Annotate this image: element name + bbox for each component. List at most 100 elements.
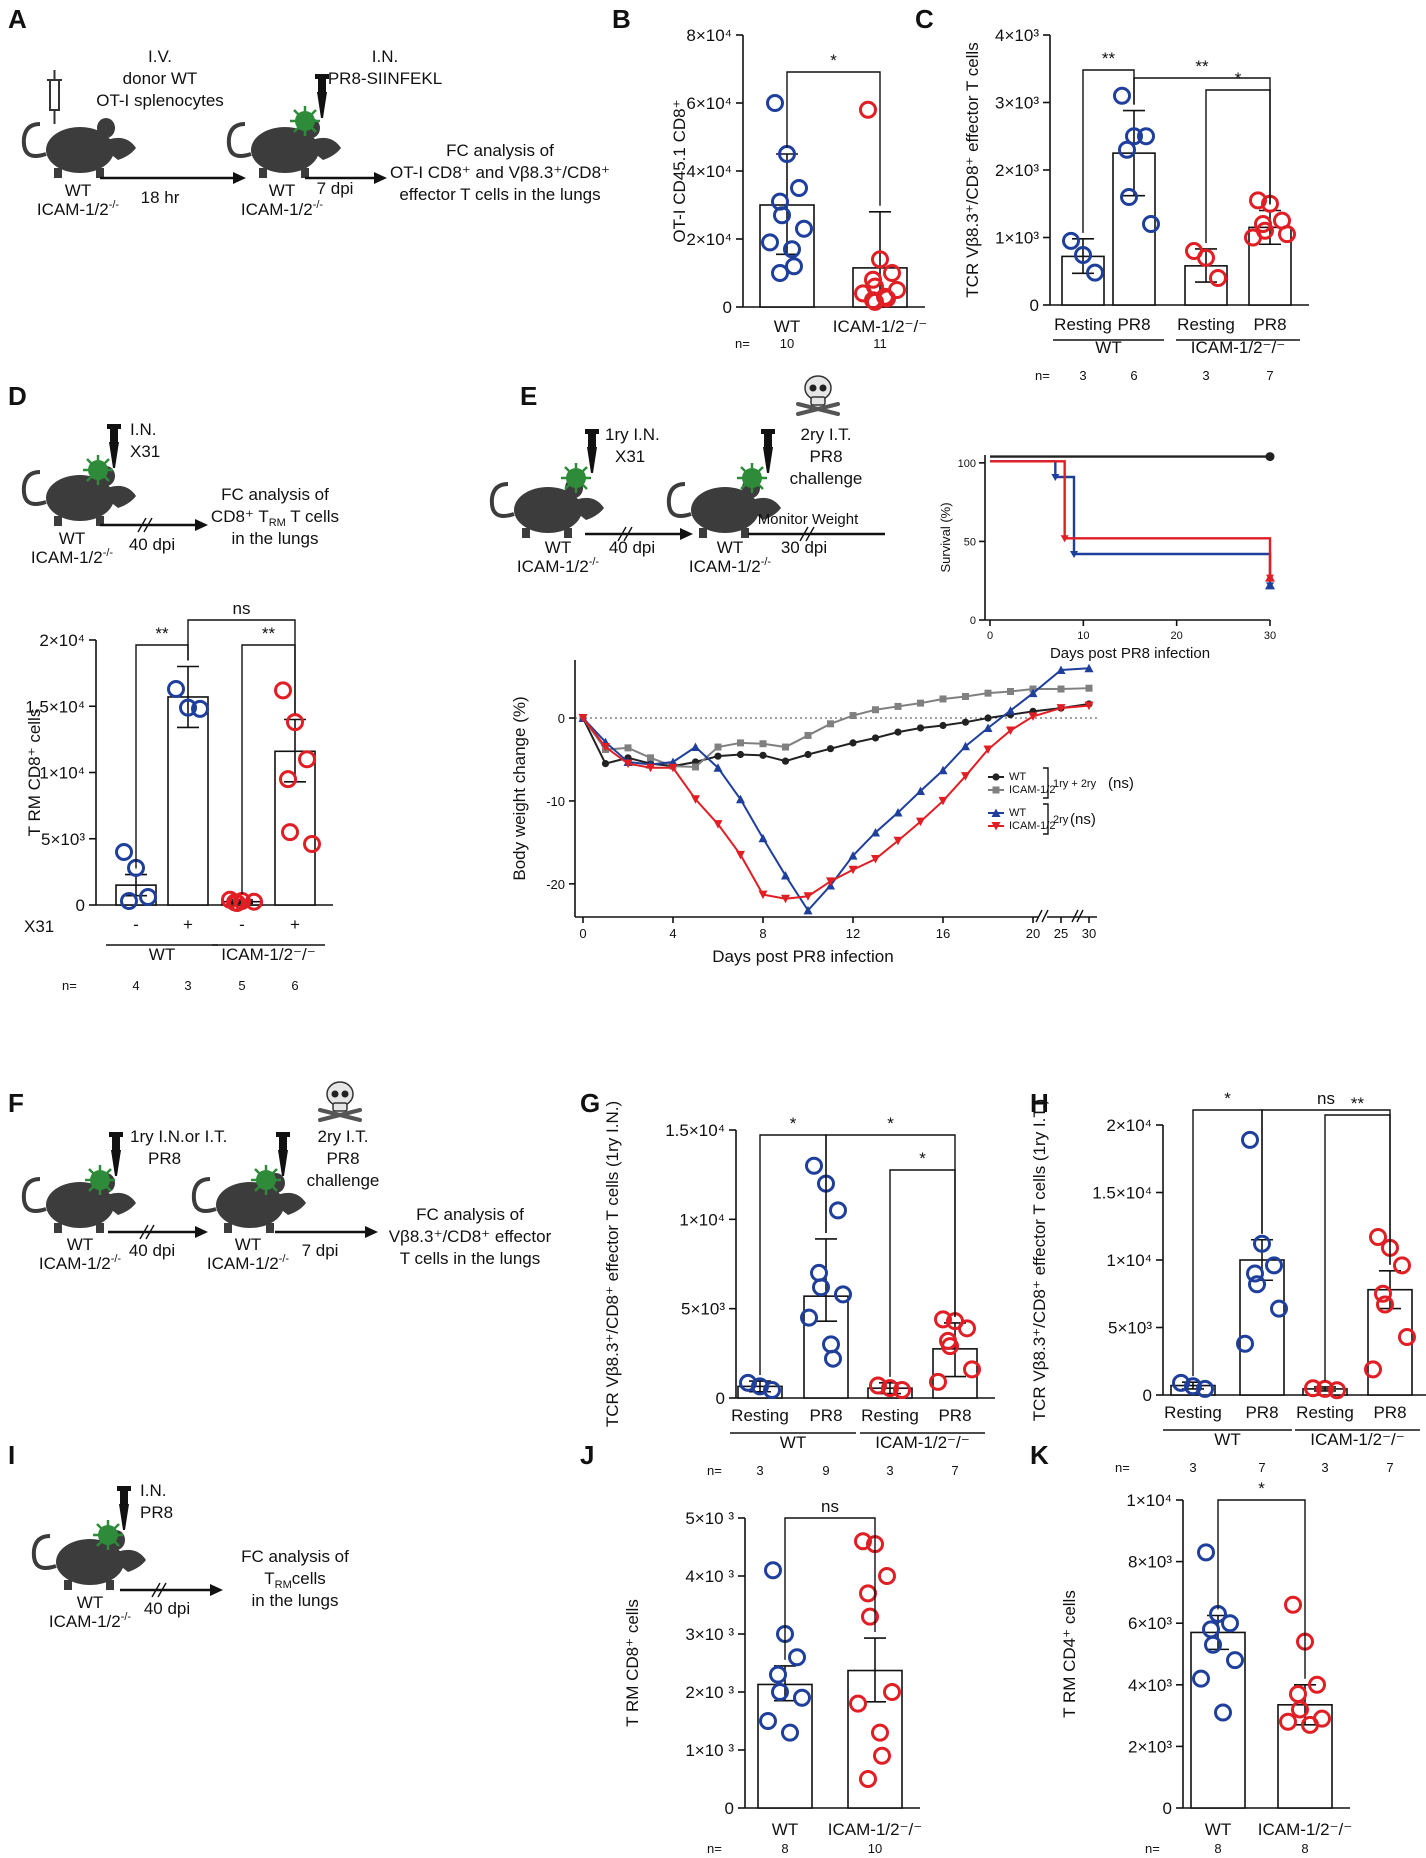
data-point: [783, 240, 801, 259]
data-point: [1197, 248, 1215, 267]
data-point: [1308, 1675, 1326, 1694]
chart-k: 0 2×10³ 4×10³ 6×10³ 8×10³ 1×10⁴ T RM CD4⁺ cell…: [1060, 1479, 1352, 1856]
data-point: [826, 877, 835, 886]
data-point: [773, 206, 791, 225]
data-point: [139, 888, 157, 907]
group-label: WT: [1214, 1430, 1240, 1449]
data-point: [1249, 191, 1267, 210]
data-point: [878, 1567, 896, 1585]
data-point: [804, 750, 812, 759]
data-point: [601, 743, 610, 752]
data-point: [871, 854, 880, 864]
n-value: 7: [951, 1463, 958, 1478]
panel-label-a: A: [8, 4, 27, 34]
chart-g: 0 5×10³ 1×10⁴ 1.5×10⁴ TCR Vβ8.3⁺/CD8⁺ effect…: [603, 1101, 995, 1478]
panel-label-j: J: [580, 1440, 594, 1470]
legend-label: WT: [1009, 771, 1026, 783]
challenge-label: challenge: [307, 1171, 380, 1190]
x-tick-label: 12: [846, 926, 860, 941]
significance-label: *: [830, 51, 837, 70]
y-tick-label: 0: [970, 615, 976, 627]
y-axis-label: T RM CD8⁺ cells: [623, 1599, 642, 1727]
data-point: [983, 745, 993, 755]
data-point: [803, 905, 813, 915]
legend-label: WT: [1009, 807, 1026, 819]
data-point: [859, 1584, 877, 1603]
data-point: [793, 1688, 811, 1707]
virus-icon: [249, 1163, 283, 1197]
significance-label: *: [1224, 1089, 1231, 1108]
interval-label: 7 dpi: [317, 179, 354, 198]
data-point: [1244, 228, 1262, 247]
data-point: [736, 750, 745, 759]
y-tick-label: 0: [1030, 296, 1039, 315]
x-tick-label: 10: [1077, 630, 1089, 642]
x-tick-label: 0: [579, 926, 586, 941]
y-axis-label: TCR Vβ8.3⁺/CD8⁺ effector T cells (1ry I.…: [1030, 1099, 1049, 1421]
data-point: [179, 698, 197, 717]
data-point: [800, 1308, 818, 1327]
data-point: [805, 1156, 823, 1175]
significance-label: **: [1195, 57, 1209, 76]
n-value: 3: [886, 1463, 893, 1478]
data-point: [714, 743, 722, 751]
data-point: [859, 100, 877, 119]
route-label: 2ry I.T.: [800, 425, 851, 444]
n-label: n=: [707, 1841, 722, 1856]
data-point: [869, 1376, 887, 1395]
interval-label: 40 dpi: [129, 1241, 175, 1260]
data-point: [759, 740, 767, 748]
n-label: n=: [707, 1463, 722, 1478]
readout-line: in the lungs: [232, 529, 319, 548]
mouse-icon: [21, 1171, 138, 1235]
chart-e-weight: -20 -10 0 0 4 8 12 16 20 25 30 Days post PR8 infect…: [510, 660, 1134, 966]
data-point: [691, 742, 700, 752]
virus-label: PR8: [148, 1149, 181, 1168]
data-point: [939, 695, 947, 703]
data-point: [782, 743, 789, 751]
n-value: 7: [1258, 1460, 1265, 1475]
data-point: [647, 754, 654, 762]
category-label: Resting: [1296, 1403, 1354, 1422]
pipette-icon: [117, 1486, 131, 1530]
data-point: [1241, 1130, 1259, 1149]
panel-label-i: I: [8, 1440, 15, 1470]
virus-icon: [735, 461, 769, 495]
chart-d: 0 5×10³ 1×10⁴ 1.5×10⁴ 2×10⁴ T RM CD8⁺ cells **…: [24, 599, 333, 993]
data-point: [781, 871, 790, 880]
chart-e-survival: 0 50 100 0 10 20 30 Days post PR8 infection Surv…: [938, 452, 1276, 662]
data-point: [1246, 1264, 1264, 1283]
data-point: [1236, 1334, 1254, 1353]
pipette-icon: [276, 1132, 290, 1176]
data-point: [771, 264, 789, 282]
data-point: [1253, 1234, 1271, 1253]
data-point: [854, 1532, 872, 1551]
y-tick-label: 3×10 ³: [685, 1625, 734, 1644]
y-tick-label: 1×10 ³: [685, 1741, 734, 1760]
significance-label: *: [887, 1114, 894, 1133]
x-tick-label: 25: [1054, 926, 1068, 941]
bar: [757, 1683, 813, 1809]
y-axis-label: T RM CD8⁺ cells: [25, 709, 44, 837]
data-point: [601, 760, 610, 768]
n-value: 3: [184, 978, 191, 993]
data-point: [281, 823, 299, 842]
n-value: 6: [1130, 368, 1137, 383]
data-point: [1006, 726, 1015, 735]
category-label: Resting: [861, 1406, 919, 1425]
axis-break: [1035, 909, 1043, 923]
data-point: [764, 1561, 782, 1580]
n-value: 9: [822, 1463, 829, 1478]
survival-marker: [1266, 582, 1274, 590]
data-point: [941, 1337, 959, 1356]
axis-break: [1071, 909, 1079, 923]
panel-label-d: D: [8, 381, 27, 411]
mouse-genotype-wt: WT: [67, 1235, 93, 1254]
mouse-genotype-wt: WT: [65, 181, 91, 200]
category-label: +: [183, 915, 193, 934]
n-label: n=: [1035, 368, 1050, 383]
category-label: PR8: [1373, 1403, 1406, 1422]
data-point: [873, 1746, 891, 1765]
challenge-label: challenge: [790, 469, 863, 488]
data-point: [279, 770, 297, 789]
